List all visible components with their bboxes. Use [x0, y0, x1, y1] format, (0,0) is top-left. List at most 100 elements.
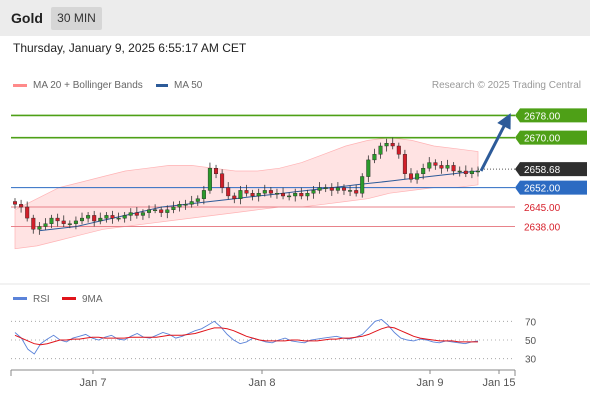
candle-body [31, 217, 36, 230]
candle-body [451, 165, 456, 172]
candle-body [98, 217, 103, 222]
candle-body [25, 206, 30, 219]
candle-body [323, 187, 328, 189]
candle-body [220, 173, 225, 188]
candle-body [463, 170, 468, 174]
ma50-swatch [156, 84, 168, 87]
resistance-label-2670.00-text: 2670.00 [524, 134, 561, 145]
support-label-2645.00-text: 2645.00 [524, 203, 561, 214]
x-tick-label-Jan 7: Jan 7 [80, 377, 107, 389]
resistance-label-2678.00-box [515, 108, 587, 123]
candle-body [299, 192, 304, 197]
candle-body [134, 212, 139, 216]
legend-bollinger: MA 20 + Bollinger Bands [13, 80, 143, 91]
rsi-legend-label: RSI [33, 294, 50, 305]
candle-body [360, 176, 365, 194]
support-label-2652.00-box [515, 180, 587, 195]
candle-body [43, 223, 48, 227]
candle-body [183, 204, 188, 206]
candle-body [390, 142, 395, 147]
candle-body [275, 192, 280, 195]
credit-text: Research © 2025 Trading Central [431, 80, 581, 91]
candle-body [159, 209, 164, 213]
candle-body [317, 187, 322, 191]
candle-body [67, 223, 72, 225]
top-bar: Gold 30 MIN [0, 0, 590, 36]
candle-body [287, 195, 292, 198]
candle-body [421, 167, 426, 174]
candle-body [201, 190, 206, 199]
candle-body [122, 215, 127, 219]
timeframe-button[interactable]: 30 MIN [51, 7, 102, 30]
candle-body [55, 217, 60, 222]
legend-ma50-label: MA 50 [174, 80, 203, 91]
candle-body [61, 220, 66, 224]
x-tick-label-Jan 9: Jan 9 [417, 377, 444, 389]
candle-body [402, 154, 407, 174]
legend-ma50: MA 50 [156, 80, 202, 91]
support-label-2645.00: 2645.00 [524, 203, 561, 214]
resistance-label-2678.00-text: 2678.00 [524, 111, 561, 122]
x-tick-label-Jan 8: Jan 8 [249, 377, 276, 389]
candle-body [439, 165, 444, 169]
candle-body [238, 190, 243, 199]
rsi-tick-70: 70 [525, 317, 537, 328]
candle-body [342, 187, 347, 191]
candle-body [256, 192, 261, 197]
candle-body [12, 201, 17, 205]
projection-arrow [479, 113, 511, 172]
candle-body [469, 170, 474, 174]
candle-body [457, 170, 462, 173]
support-label-2638.00-text: 2638.00 [524, 222, 561, 233]
candle-body [189, 201, 194, 205]
candle-body [378, 145, 383, 155]
candle-body [171, 206, 176, 210]
candle-body [305, 192, 310, 197]
candle-body [415, 173, 420, 180]
candle-body [250, 192, 255, 197]
bollinger-swatch [13, 84, 27, 87]
resistance-label-2670.00: 2670.00 [515, 130, 587, 145]
candle-body [226, 187, 231, 197]
candle-body [19, 204, 24, 208]
candle-body [262, 190, 267, 194]
candle-body [335, 187, 340, 191]
rsi-ma-line [14, 326, 478, 346]
support-label-2638.00: 2638.00 [524, 222, 561, 233]
candle-body [348, 190, 353, 192]
candle-body [213, 167, 218, 174]
candle-body [409, 173, 414, 180]
candle-body [329, 187, 334, 191]
support-label-2652.00: 2652.00 [515, 180, 587, 195]
candle-body [281, 192, 286, 197]
instrument-title: Gold [11, 10, 43, 26]
candle-body [49, 217, 54, 224]
resistance-label-2670.00-box [515, 130, 587, 145]
candle-body [396, 145, 401, 155]
candle-body [384, 142, 389, 147]
candle-body [195, 198, 200, 202]
candle-body [433, 162, 438, 166]
candle-body [268, 190, 273, 194]
candle-body [153, 209, 158, 212]
rsi-legend-swatch [13, 297, 27, 300]
candle-body [244, 190, 249, 194]
rsi-line [14, 319, 479, 355]
candle-body [427, 162, 432, 169]
candle-body [311, 190, 316, 194]
rsi-tick-50: 50 [525, 336, 537, 347]
candle-body [366, 159, 371, 177]
candle-body [207, 167, 212, 191]
current-price-label-box [515, 162, 587, 177]
candle-body [476, 170, 481, 173]
candle-body [92, 215, 97, 222]
candle-body [37, 226, 42, 230]
legend-bollinger-label: MA 20 + Bollinger Bands [33, 80, 143, 91]
resistance-label-2678.00: 2678.00 [515, 108, 587, 123]
current-price-label: 2658.68 [515, 162, 587, 177]
candle-body [165, 209, 170, 213]
support-label-2652.00-text: 2652.00 [524, 184, 561, 195]
current-price-label-text: 2658.68 [524, 165, 561, 176]
candle-body [110, 215, 115, 219]
